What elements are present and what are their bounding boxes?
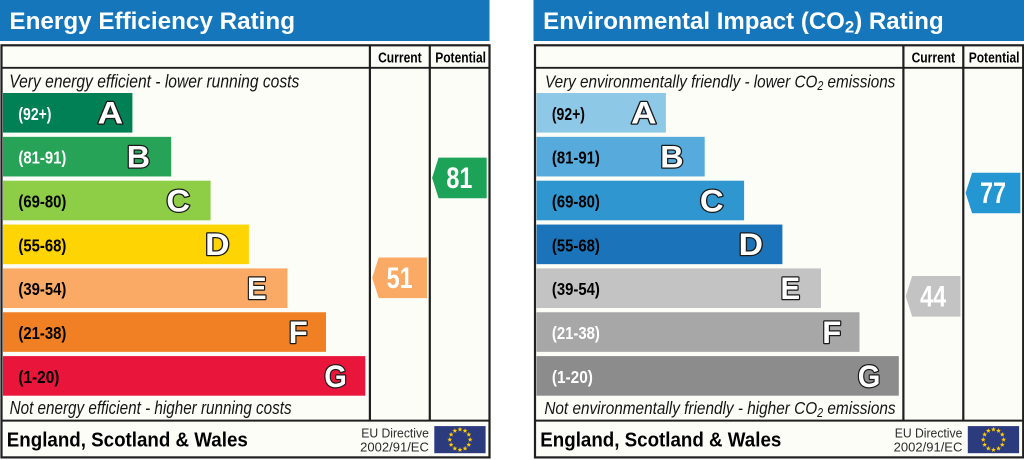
svg-text:(39-54): (39-54) bbox=[552, 279, 600, 299]
svg-text:F: F bbox=[289, 315, 308, 350]
svg-text:(81-91): (81-91) bbox=[552, 148, 600, 168]
svg-text:Not environmentally friendly -: Not environmentally friendly - higher CO… bbox=[544, 398, 896, 420]
svg-text:A: A bbox=[631, 96, 657, 131]
svg-text:EU Directive: EU Directive bbox=[361, 426, 429, 440]
svg-text:B: B bbox=[127, 140, 150, 175]
svg-text:(21-38): (21-38) bbox=[18, 323, 66, 343]
svg-text:(55-68): (55-68) bbox=[552, 235, 600, 255]
svg-text:2002/91/EC: 2002/91/EC bbox=[360, 440, 429, 454]
svg-text:E: E bbox=[781, 271, 801, 306]
svg-text:(21-38): (21-38) bbox=[552, 323, 600, 343]
svg-text:Potential: Potential bbox=[969, 49, 1020, 66]
svg-text:Energy Efficiency Rating: Energy Efficiency Rating bbox=[9, 8, 295, 35]
svg-text:Very energy efficient - lower: Very energy efficient - lower running co… bbox=[9, 71, 299, 91]
svg-text:44: 44 bbox=[920, 281, 946, 314]
svg-text:C: C bbox=[700, 183, 724, 218]
svg-text:2002/91/EC: 2002/91/EC bbox=[894, 440, 963, 454]
svg-text:77: 77 bbox=[980, 177, 1006, 210]
svg-text:B: B bbox=[660, 140, 683, 175]
svg-text:EU Directive: EU Directive bbox=[895, 426, 963, 440]
svg-text:D: D bbox=[205, 227, 229, 262]
svg-text:(39-54): (39-54) bbox=[18, 279, 66, 299]
svg-text:(55-68): (55-68) bbox=[18, 235, 66, 255]
svg-text:C: C bbox=[166, 183, 190, 218]
svg-text:(1-20): (1-20) bbox=[18, 367, 59, 387]
svg-text:G: G bbox=[858, 359, 881, 394]
svg-text:51: 51 bbox=[387, 262, 413, 295]
svg-text:F: F bbox=[822, 315, 841, 350]
svg-text:G: G bbox=[324, 359, 347, 394]
svg-text:81: 81 bbox=[446, 162, 472, 195]
svg-text:Environmental Impact (CO2) Rat: Environmental Impact (CO2) Rating bbox=[543, 8, 943, 37]
svg-text:Current: Current bbox=[912, 49, 956, 66]
svg-text:(1-20): (1-20) bbox=[552, 367, 593, 387]
svg-text:England, Scotland & Wales: England, Scotland & Wales bbox=[540, 430, 781, 452]
svg-text:A: A bbox=[98, 96, 124, 131]
svg-text:Potential: Potential bbox=[435, 49, 486, 66]
svg-text:D: D bbox=[739, 227, 763, 262]
svg-text:(92+): (92+) bbox=[18, 104, 51, 124]
svg-text:England, Scotland & Wales: England, Scotland & Wales bbox=[7, 430, 248, 452]
svg-text:E: E bbox=[247, 271, 267, 306]
svg-text:Very environmentally friendly: Very environmentally friendly - lower CO… bbox=[545, 71, 895, 93]
svg-text:Not energy efficient - higher: Not energy efficient - higher running co… bbox=[10, 398, 292, 418]
svg-text:Current: Current bbox=[378, 49, 422, 66]
svg-text:(81-91): (81-91) bbox=[18, 148, 66, 168]
svg-text:(92+): (92+) bbox=[552, 104, 585, 124]
svg-text:(69-80): (69-80) bbox=[552, 192, 600, 212]
svg-text:(69-80): (69-80) bbox=[18, 192, 66, 212]
